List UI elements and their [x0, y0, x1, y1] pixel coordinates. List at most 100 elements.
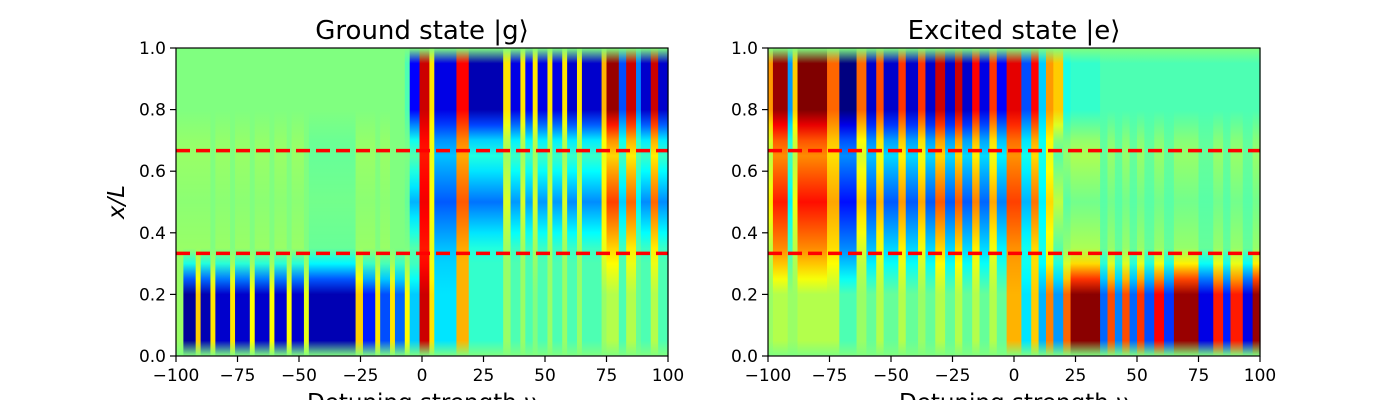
x-tick-label: −75: [220, 366, 256, 386]
heatmap-column: [1031, 48, 1040, 356]
x-tick-label: −50: [281, 366, 317, 386]
heatmap-column: [525, 48, 534, 356]
heatmap-column: [429, 48, 435, 356]
heatmap-column: [1144, 48, 1155, 356]
heatmap-column: [839, 48, 858, 356]
heatmap-column: [792, 48, 799, 356]
heatmap-column: [1129, 48, 1138, 356]
heatmap-column: [362, 48, 376, 356]
heatmap-column: [883, 48, 899, 356]
heatmap-column: [1114, 48, 1123, 356]
heatmap-column: [235, 48, 251, 356]
heatmap-column: [291, 48, 305, 356]
y-tick-label: 0.2: [139, 285, 166, 305]
heatmap-column: [308, 48, 357, 356]
heatmap-column: [1070, 48, 1101, 356]
x-tick-label: −25: [343, 366, 379, 386]
heatmap-column: [581, 48, 603, 356]
heatmap-column: [787, 48, 794, 356]
heatmap-column: [409, 48, 421, 356]
heatmap-column: [768, 48, 774, 356]
y-axis-label: x/L: [104, 185, 130, 220]
heatmap-column: [394, 48, 406, 356]
heatmap-column: [380, 48, 391, 356]
y-tick-label: 0.0: [139, 347, 166, 367]
heatmap-column: [576, 48, 583, 356]
y-tick-label: 0.6: [731, 162, 758, 182]
heatmap-column: [286, 48, 293, 356]
heatmap-column: [274, 48, 288, 356]
heatmap-column: [772, 48, 789, 356]
heatmap-column: [856, 48, 867, 356]
heatmap-column: [183, 48, 197, 356]
heatmap-column: [658, 48, 669, 356]
heatmap-column: [303, 48, 310, 356]
heatmap-column: [797, 48, 828, 356]
heatmap-column: [567, 48, 578, 356]
x-tick-label: −25: [935, 366, 971, 386]
x-tick-label: −50: [873, 366, 909, 386]
y-tick-label: 0.4: [731, 224, 758, 244]
heatmap-column: [618, 48, 627, 356]
heatmap-column: [404, 48, 411, 356]
y-tick-label: 0.2: [731, 285, 758, 305]
heatmap-column: [1242, 48, 1254, 356]
y-tick-label: 1.0: [731, 39, 758, 59]
x-tick-label: 0: [417, 366, 428, 386]
heatmap-column: [210, 48, 216, 356]
y-tick-label: 1.0: [139, 39, 166, 59]
heatmap-column: [503, 48, 512, 356]
heatmap-column: [1198, 48, 1214, 356]
x-tick-label: 100: [1244, 366, 1276, 386]
heatmap-column: [254, 48, 271, 356]
y-tick-label: 0.0: [731, 347, 758, 367]
heatmap-column: [1038, 48, 1047, 356]
heatmap-column: [962, 48, 973, 356]
heatmap-column: [552, 48, 563, 356]
heatmap-column: [547, 48, 553, 356]
heatmap-column: [1137, 48, 1145, 356]
x-tick-label: −75: [812, 366, 848, 386]
x-tick-label: 0: [1009, 366, 1020, 386]
heatmap-column: [215, 48, 231, 356]
heatmap-column: [979, 48, 990, 356]
heatmap-column: [1223, 48, 1232, 356]
heatmap-column: [269, 48, 275, 356]
heatmap-column: [954, 48, 963, 356]
heatmap-column: [827, 48, 840, 356]
x-tick-label: 75: [596, 366, 618, 386]
heatmap-column: [195, 48, 202, 356]
x-tick-label: −100: [745, 366, 792, 386]
heatmap-column: [434, 48, 458, 356]
x-tick-label: 100: [652, 366, 684, 386]
panel-title: Ground state |g⟩: [315, 16, 528, 46]
panel-title: Excited state |e⟩: [908, 16, 1121, 46]
heatmap-column: [200, 48, 212, 356]
heatmap-column: [1006, 48, 1022, 356]
heatmap-column: [925, 48, 936, 356]
heatmap-column: [1230, 48, 1244, 356]
x-tick-label: −100: [153, 366, 200, 386]
heatmap-column: [456, 48, 470, 356]
heatmap-column: [626, 48, 637, 356]
heatmap-column: [898, 48, 907, 356]
heatmap-column: [419, 48, 430, 356]
heatmap-column: [996, 48, 1008, 356]
heatmap-column: [989, 48, 998, 356]
heatmap-panel-ground: −100 −75 −50 −25 0 25 50 75 100 0.0 0.2 0.4 0.6 0.8 1.…: [104, 16, 684, 400]
heatmap-column: [636, 48, 642, 356]
heatmap-column: [1053, 48, 1064, 356]
heatmap-column: [1100, 48, 1109, 356]
heatmap-column: [918, 48, 927, 356]
heatmap-column: [1252, 48, 1261, 356]
heatmap-column: [935, 48, 946, 356]
heatmap-column: [532, 48, 539, 356]
heatmap-column: [1213, 48, 1224, 356]
heatmap-column: [905, 48, 919, 356]
x-tick-label: 25: [1065, 366, 1087, 386]
heatmap-column: [1122, 48, 1131, 356]
x-tick-label: 50: [1126, 366, 1148, 386]
heatmap-column: [249, 48, 256, 356]
heatmap-column: [562, 48, 568, 356]
y-tick-label: 0.8: [139, 101, 166, 121]
